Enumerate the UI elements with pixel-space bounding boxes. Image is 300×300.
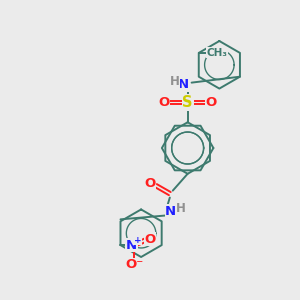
Text: CH₃: CH₃ <box>206 48 227 58</box>
Text: N: N <box>165 205 176 218</box>
Text: H: H <box>176 202 186 215</box>
Text: O: O <box>206 96 217 109</box>
Text: N: N <box>126 238 137 252</box>
Text: O: O <box>145 233 156 246</box>
Text: O: O <box>158 96 169 109</box>
Text: O⁻: O⁻ <box>125 258 143 272</box>
Text: N: N <box>178 78 189 91</box>
Text: H: H <box>170 75 180 88</box>
Text: S: S <box>182 95 193 110</box>
Text: +: + <box>134 236 141 245</box>
Text: O: O <box>144 177 156 190</box>
